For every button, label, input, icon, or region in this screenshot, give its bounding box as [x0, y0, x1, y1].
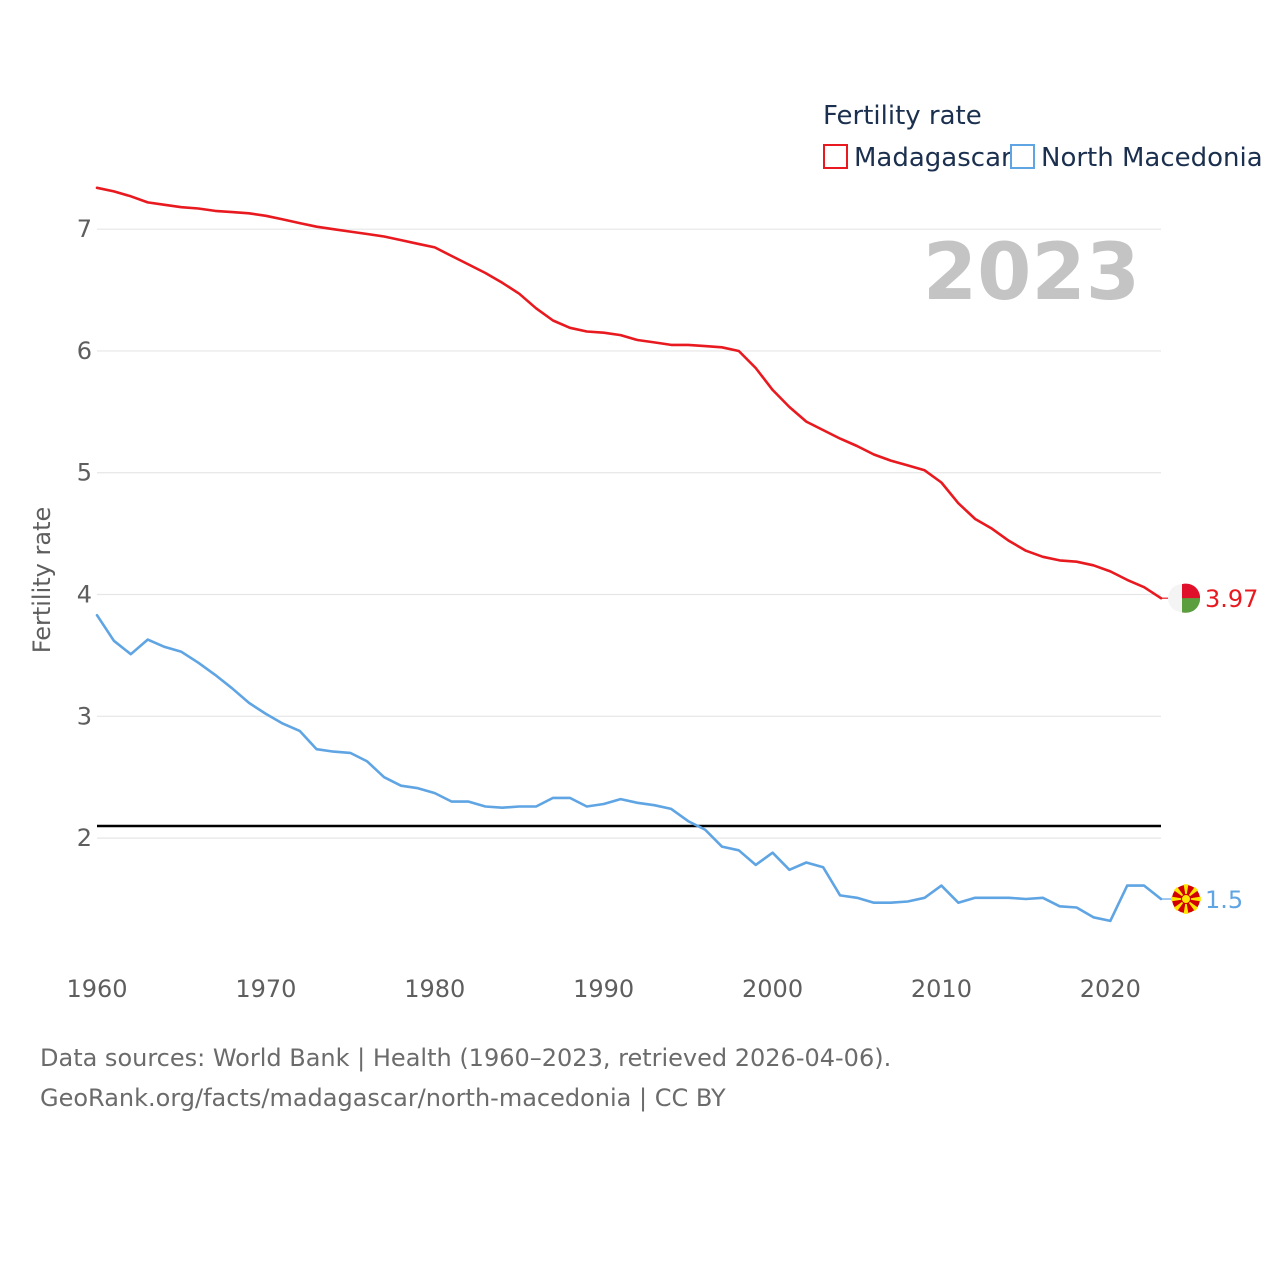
- x-tick-label: 2010: [911, 975, 972, 1003]
- north-macedonia-flag: [1171, 884, 1201, 914]
- x-tick-label: 2020: [1080, 975, 1141, 1003]
- data-source-note: Data sources: World Bank | Health (1960–…: [40, 1044, 892, 1072]
- y-axis-label: Fertility rate: [28, 507, 56, 654]
- legend-label-north-macedonia: North Macedonia: [1041, 143, 1263, 173]
- y-tick-label: 4: [77, 581, 92, 609]
- legend-swatch-north-macedonia: [1010, 144, 1035, 169]
- y-tick-label: 7: [77, 215, 92, 243]
- legend-item-north-macedonia[interactable]: North Macedonia: [1010, 143, 1263, 173]
- y-tick-label: 2: [77, 824, 92, 852]
- madagascar-flag: [1168, 583, 1201, 613]
- end-label-madagascar: 3.97: [1205, 585, 1258, 613]
- series-end-markers: 3.97 1.5: [1161, 583, 1258, 914]
- y-axis-ticks: 2 3 4 5 6 7: [77, 215, 92, 852]
- end-label-north-macedonia: 1.5: [1205, 886, 1243, 914]
- x-tick-label: 1980: [404, 975, 465, 1003]
- source-url-license: GeoRank.org/facts/madagascar/north-maced…: [40, 1084, 726, 1112]
- legend-item-madagascar[interactable]: Madagascar: [823, 143, 1012, 173]
- x-tick-label: 1960: [66, 975, 127, 1003]
- series-lines: [95, 186, 1163, 923]
- x-tick-label: 1970: [235, 975, 296, 1003]
- grid-lines: [97, 228, 1161, 839]
- x-tick-label: 2000: [742, 975, 803, 1003]
- legend-swatch-madagascar: [823, 144, 848, 169]
- y-tick-label: 6: [77, 337, 92, 365]
- x-tick-label: 1990: [573, 975, 634, 1003]
- legend-label-madagascar: Madagascar: [854, 143, 1012, 173]
- y-tick-label: 5: [77, 459, 92, 487]
- y-tick-label: 3: [77, 702, 92, 730]
- x-axis-ticks: 1960 1970 1980 1990 2000 2010 2020: [66, 975, 1140, 1003]
- series-line-madagascar: [95, 186, 1163, 600]
- year-stamp: 2023: [923, 228, 1140, 318]
- legend-title: Fertility rate: [823, 101, 982, 131]
- series-line-north-macedonia: [95, 613, 1163, 923]
